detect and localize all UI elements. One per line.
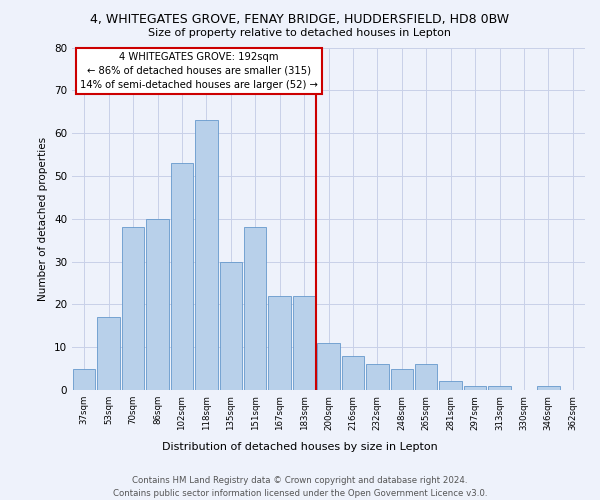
- Bar: [122, 228, 145, 390]
- Bar: [366, 364, 389, 390]
- Text: Contains public sector information licensed under the Open Government Licence v3: Contains public sector information licen…: [113, 489, 487, 498]
- Bar: [170, 163, 193, 390]
- Bar: [195, 120, 218, 390]
- Text: 4, WHITEGATES GROVE, FENAY BRIDGE, HUDDERSFIELD, HD8 0BW: 4, WHITEGATES GROVE, FENAY BRIDGE, HUDDE…: [91, 12, 509, 26]
- Bar: [293, 296, 316, 390]
- Bar: [537, 386, 560, 390]
- Bar: [268, 296, 291, 390]
- Bar: [391, 368, 413, 390]
- Bar: [97, 317, 120, 390]
- Y-axis label: Number of detached properties: Number of detached properties: [38, 136, 49, 301]
- Text: Size of property relative to detached houses in Lepton: Size of property relative to detached ho…: [149, 28, 452, 38]
- Bar: [464, 386, 487, 390]
- Bar: [488, 386, 511, 390]
- Bar: [415, 364, 437, 390]
- Bar: [146, 219, 169, 390]
- Text: 4 WHITEGATES GROVE: 192sqm
← 86% of detached houses are smaller (315)
14% of sem: 4 WHITEGATES GROVE: 192sqm ← 86% of deta…: [80, 52, 318, 90]
- Text: Contains HM Land Registry data © Crown copyright and database right 2024.: Contains HM Land Registry data © Crown c…: [132, 476, 468, 485]
- Bar: [341, 356, 364, 390]
- Bar: [220, 262, 242, 390]
- Bar: [244, 228, 266, 390]
- Bar: [317, 343, 340, 390]
- Bar: [73, 368, 95, 390]
- Bar: [439, 382, 462, 390]
- Text: Distribution of detached houses by size in Lepton: Distribution of detached houses by size …: [162, 442, 438, 452]
